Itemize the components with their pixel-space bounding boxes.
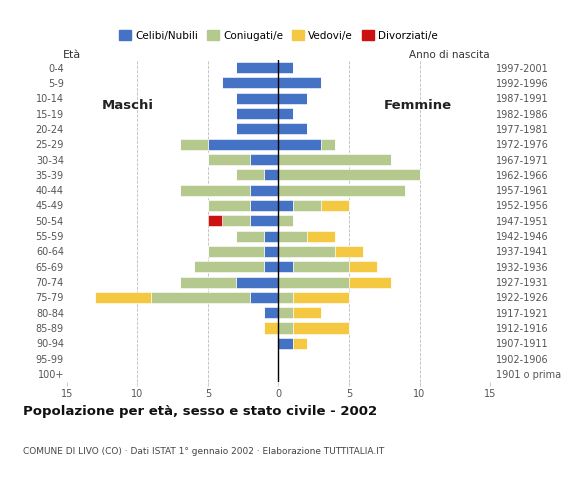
Bar	[278, 307, 292, 318]
Bar	[250, 216, 278, 226]
Bar	[180, 139, 208, 150]
Bar	[250, 200, 278, 211]
Bar	[222, 77, 278, 88]
Bar	[278, 93, 307, 104]
Text: Maschi: Maschi	[102, 99, 154, 112]
Bar	[264, 307, 278, 318]
Bar	[264, 230, 278, 241]
Bar	[292, 323, 349, 334]
Bar	[292, 292, 349, 303]
Bar	[208, 154, 250, 165]
Bar	[278, 123, 307, 134]
Bar	[278, 230, 307, 241]
Bar	[278, 338, 292, 349]
Bar	[194, 261, 264, 272]
Y-axis label: Anno di nascita: Anno di nascita	[409, 50, 490, 60]
Bar	[264, 169, 278, 180]
Bar	[278, 108, 292, 119]
Bar	[236, 108, 278, 119]
Bar	[151, 292, 250, 303]
Bar	[236, 230, 264, 241]
Bar	[278, 139, 321, 150]
Text: Età: Età	[63, 50, 81, 60]
Bar	[349, 276, 392, 288]
Bar	[250, 185, 278, 196]
Bar	[222, 216, 250, 226]
Bar	[335, 246, 363, 257]
Bar	[292, 200, 321, 211]
Text: Femmine: Femmine	[384, 99, 452, 112]
Bar	[278, 246, 335, 257]
Bar	[292, 307, 321, 318]
Bar	[264, 323, 278, 334]
Bar	[321, 139, 335, 150]
Bar	[278, 323, 292, 334]
Bar	[292, 261, 349, 272]
Legend: Celibi/Nubili, Coniugati/e, Vedovi/e, Divorziati/e: Celibi/Nubili, Coniugati/e, Vedovi/e, Di…	[117, 28, 440, 43]
Bar	[349, 261, 377, 272]
Bar	[278, 276, 349, 288]
Bar	[278, 77, 321, 88]
Bar	[236, 123, 278, 134]
Bar	[250, 154, 278, 165]
Bar	[208, 246, 264, 257]
Bar	[208, 200, 250, 211]
Bar	[236, 169, 264, 180]
Bar	[278, 154, 392, 165]
Bar	[264, 261, 278, 272]
Bar	[264, 246, 278, 257]
Bar	[180, 276, 236, 288]
Bar	[95, 292, 151, 303]
Bar	[292, 338, 307, 349]
Bar	[278, 62, 292, 73]
Bar	[278, 216, 292, 226]
Bar	[278, 185, 405, 196]
Bar	[208, 139, 278, 150]
Bar	[307, 230, 335, 241]
Bar	[278, 169, 419, 180]
Bar	[278, 292, 292, 303]
Text: COMUNE DI LIVO (CO) · Dati ISTAT 1° gennaio 2002 · Elaborazione TUTTITALIA.IT: COMUNE DI LIVO (CO) · Dati ISTAT 1° genn…	[23, 446, 385, 456]
Bar	[236, 276, 278, 288]
Text: Popolazione per età, sesso e stato civile - 2002: Popolazione per età, sesso e stato civil…	[23, 405, 378, 418]
Bar	[321, 200, 349, 211]
Bar	[208, 216, 222, 226]
Bar	[250, 292, 278, 303]
Bar	[236, 62, 278, 73]
Bar	[278, 200, 292, 211]
Bar	[180, 185, 250, 196]
Bar	[236, 93, 278, 104]
Bar	[278, 261, 292, 272]
